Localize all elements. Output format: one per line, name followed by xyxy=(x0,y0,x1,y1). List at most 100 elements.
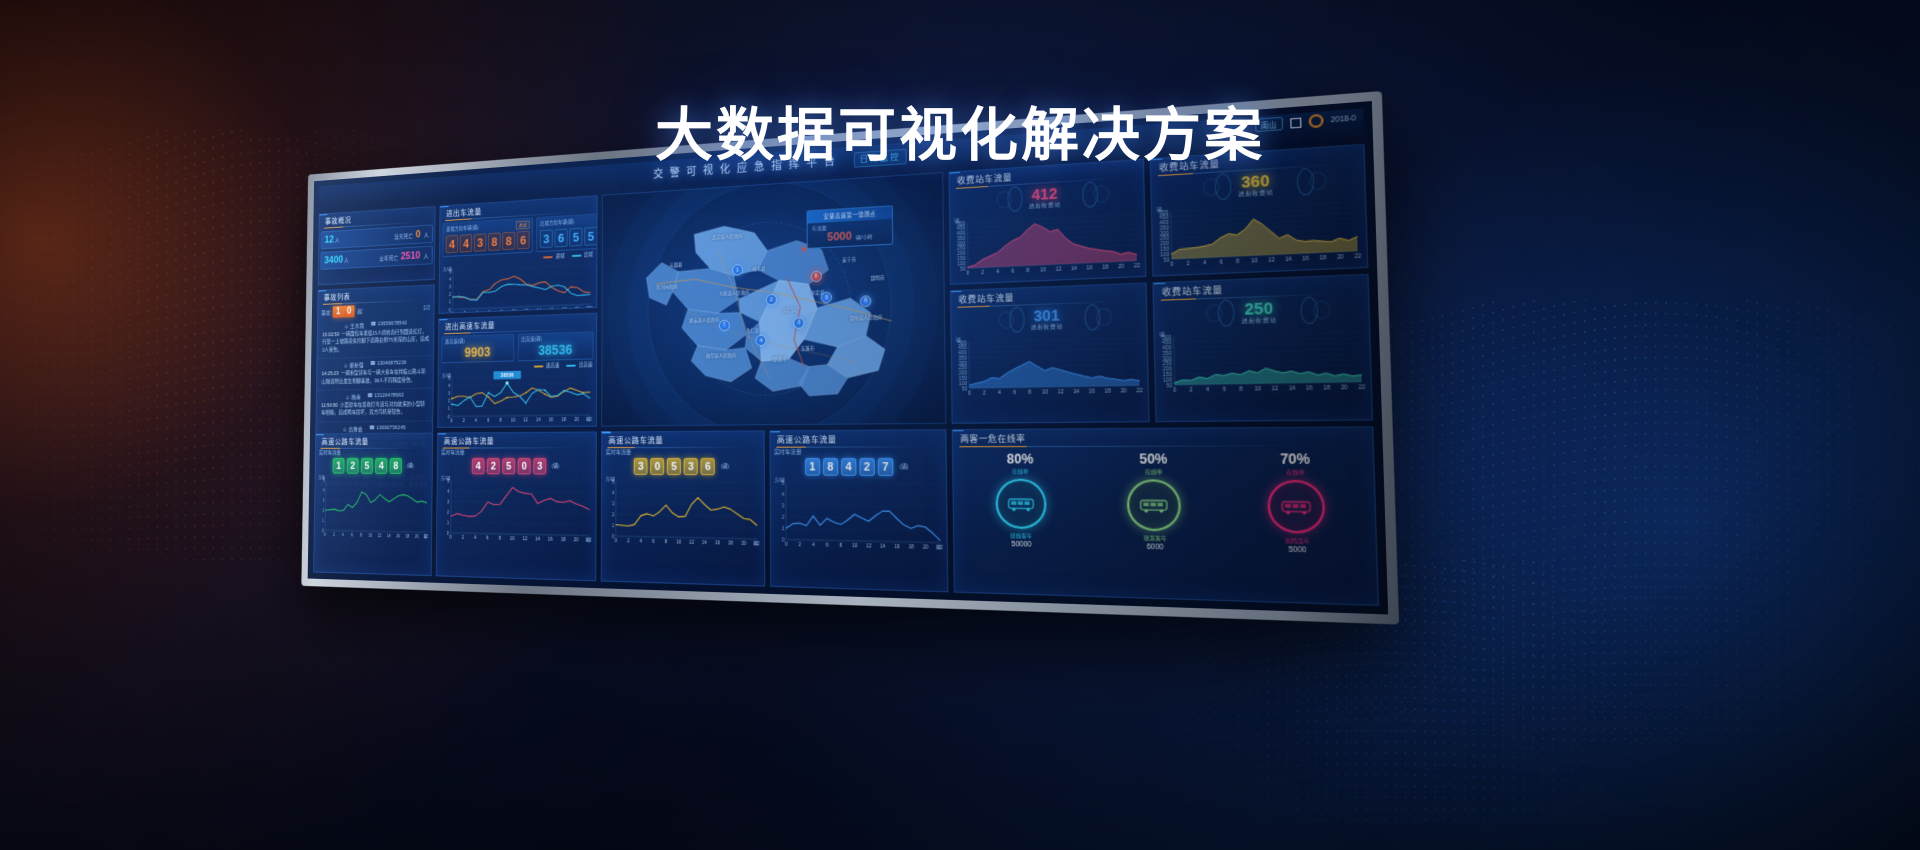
map-pin-7[interactable]: 7 xyxy=(718,319,730,331)
highway-chart: 万/辆 0 1 2 3 4 5 0 2 4 6 8 10 12 14 16 18 20 22 时 xyxy=(602,475,764,551)
svg-text:22: 22 xyxy=(1354,253,1361,260)
svg-text:300: 300 xyxy=(1163,356,1173,362)
accident-time: 14:25:23 xyxy=(321,371,339,378)
svg-text:18: 18 xyxy=(1319,255,1326,262)
toll-panel-3: 收费站车流量 301 进出收费站辆 50 100 150 200 250 300 350 400 45… xyxy=(949,282,1150,424)
map-tooltip: 安楚高速第一监测点 车流量 5000 辆/小时 xyxy=(806,205,894,250)
toll-sub-label: 进出收费站 xyxy=(1030,323,1063,331)
accident-list-pagination[interactable]: 1/2 xyxy=(422,304,431,312)
svg-text:12: 12 xyxy=(1055,266,1061,273)
svg-text:450: 450 xyxy=(1162,340,1172,346)
svg-text:8: 8 xyxy=(360,533,362,538)
counter-digit: 5 xyxy=(502,457,516,475)
svg-text:100: 100 xyxy=(957,261,966,267)
toll-wave-arc xyxy=(1308,171,1327,191)
counter-digit: 6 xyxy=(554,228,568,248)
accident-count-digit: 1 xyxy=(332,305,344,318)
svg-text:16: 16 xyxy=(1302,255,1309,262)
svg-text:400: 400 xyxy=(1160,220,1170,226)
svg-text:16: 16 xyxy=(549,417,554,423)
svg-text:0: 0 xyxy=(322,528,324,533)
svg-text:0: 0 xyxy=(612,534,615,539)
list-item[interactable]: ☺ 杨青 ☎ 13126478963 11:50:50 小型轿车在丢勒打弯道与对向驶来… xyxy=(316,388,433,423)
svg-text:3: 3 xyxy=(612,501,615,506)
toll-chart: 辆 50 100 150 200 250 300 350 400 450 500 0 2 4 6 8 10 12 1… xyxy=(1155,324,1371,398)
flow-counter-digits: 365512 xyxy=(539,225,598,249)
svg-text:4: 4 xyxy=(640,539,643,544)
svg-text:辆: 辆 xyxy=(1157,206,1163,214)
counter-digit: 5 xyxy=(667,457,682,476)
map-region-label: 双柏县人民政府 xyxy=(849,314,883,321)
map-pin-6[interactable]: 6 xyxy=(860,295,872,307)
svg-text:38536: 38536 xyxy=(501,373,514,379)
map-panel[interactable]: 武定县人民政府 禄丰县 元谋县 大姚县人民政府 姚安县人民政府 永仁县 牟定县 南华县人民政府… xyxy=(601,172,947,427)
svg-text:500: 500 xyxy=(1159,209,1169,215)
toll-wave-arc xyxy=(1202,177,1220,197)
counter-digit: 4 xyxy=(445,235,459,254)
flow-counter-tag: 进城 xyxy=(515,220,530,230)
inout-highway-chart: 万/辆 0 1 2 3 4 5 0 2 4 6 8 10 12 14 16 18 20 22 时 38536 xyxy=(438,368,596,427)
accident-meta: ☺ 杨青 ☎ 13126478963 xyxy=(321,391,428,401)
svg-text:400: 400 xyxy=(959,350,968,356)
svg-text:0: 0 xyxy=(1170,261,1174,268)
svg-text:6: 6 xyxy=(825,542,828,547)
online-rate-value: 50000 xyxy=(1011,540,1032,549)
online-rate-percent-label: 在线率 xyxy=(1144,469,1163,476)
counter-digit: 8 xyxy=(822,457,839,476)
toll-wave-arc xyxy=(1095,307,1112,326)
svg-text:500: 500 xyxy=(957,221,966,227)
map-pin-8[interactable]: 8 xyxy=(810,270,822,283)
accident-stat-value: 2510 xyxy=(400,250,421,263)
map-pin-3[interactable]: 3 xyxy=(793,316,805,329)
svg-text:12: 12 xyxy=(866,543,872,549)
map-region-label: 牟定县 xyxy=(810,289,825,296)
svg-text:22: 22 xyxy=(587,417,592,423)
map-region-label: 元谋县 xyxy=(669,262,683,269)
online-rate-item: 70% 在线率 危险品车 5000 xyxy=(1266,451,1326,555)
counter-digit: 0 xyxy=(517,457,531,475)
counter-digit: 3 xyxy=(634,457,648,475)
toll-wave-arc xyxy=(1205,304,1223,323)
svg-text:2: 2 xyxy=(462,535,465,541)
svg-text:18: 18 xyxy=(728,540,733,545)
svg-text:14: 14 xyxy=(702,540,707,545)
svg-text:万/辆: 万/辆 xyxy=(441,475,451,482)
svg-text:22: 22 xyxy=(937,545,943,551)
counter-digit: 8 xyxy=(389,457,402,474)
svg-text:10: 10 xyxy=(511,418,516,424)
toll-wave-arc xyxy=(1217,299,1235,327)
list-item[interactable]: ☺ 梁新强 ☎ 13046875236 14:25:23 一辆重型货车与一辆大客车在祥… xyxy=(316,356,434,391)
svg-text:4: 4 xyxy=(996,269,999,276)
svg-text:22: 22 xyxy=(1137,388,1144,395)
accident-reporter-name: ☺ 古隆会 xyxy=(342,427,363,433)
map-region-label: 禄丰县 xyxy=(752,265,766,272)
flow-counter-label: 出城方向车辆(辆)出城 xyxy=(540,214,598,228)
counter-digit: 6 xyxy=(516,230,530,250)
svg-text:万/辆: 万/辆 xyxy=(318,474,325,481)
accident-stat-unit: 人 xyxy=(423,232,429,239)
page-title: 大数据可视化解决方案 xyxy=(654,101,1265,169)
toll-wave-arc xyxy=(1082,181,1099,208)
list-item[interactable]: ☺ 王木南 ☎ 13659678542 15:02:50 一辆面包车乘载15人傍晚直行… xyxy=(317,315,434,360)
map-pin-5[interactable]: 5 xyxy=(821,291,833,304)
online-rate-value: 5000 xyxy=(1288,546,1307,555)
counter-digit: 6 xyxy=(700,457,716,476)
svg-text:12: 12 xyxy=(523,536,528,542)
svg-text:辆: 辆 xyxy=(954,218,959,226)
svg-text:14: 14 xyxy=(537,308,542,314)
realtime-flow-counter: 1 8 4 2 7 (辆) xyxy=(770,457,946,476)
online-rate-percent-label: 在线率 xyxy=(1011,468,1029,476)
svg-text:时: 时 xyxy=(936,543,941,550)
accident-count-label: 事故 xyxy=(321,310,331,317)
svg-text:时: 时 xyxy=(586,416,591,423)
svg-text:10: 10 xyxy=(1040,267,1046,274)
accident-description: 11:50:50 小型轿车在丢勒打弯道与对向驶来的小型轿车相撞，造成两车损坏，双方… xyxy=(321,401,425,417)
svg-text:50: 50 xyxy=(1163,257,1170,263)
legend-swatch xyxy=(571,254,582,257)
svg-text:16: 16 xyxy=(715,540,720,545)
toll-sub-label: 进出收费站 xyxy=(1238,188,1274,198)
toll-value: 301 xyxy=(1033,305,1060,325)
counter-digit: 1 xyxy=(332,457,345,474)
highway-counter-value: 38536 xyxy=(538,341,573,358)
